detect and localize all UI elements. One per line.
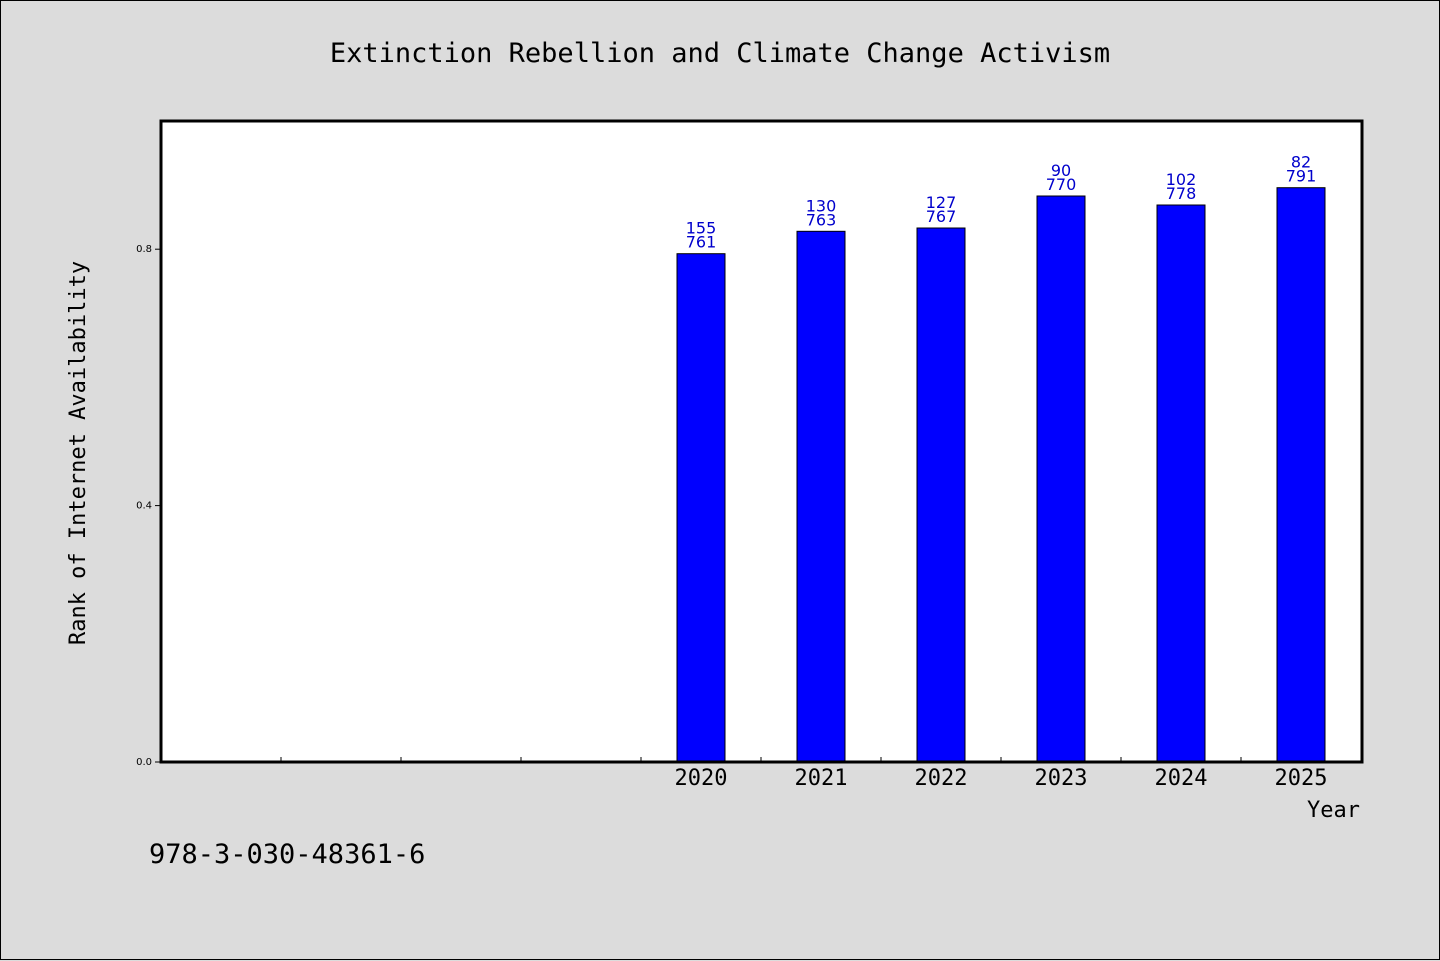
x-axis: 2020 2021 2022 2023 2024 2025 [280, 757, 1328, 791]
bar-2021 [796, 230, 846, 763]
bar-label-bottom-2024: 778 [1166, 184, 1197, 203]
bar-2022 [916, 227, 966, 763]
plot-frame [159, 119, 1364, 764]
y-axis: 0.0 0.4 0.8 [136, 244, 161, 768]
bar-label-top-2025: 82 [1291, 153, 1311, 172]
bar-2020 [676, 253, 726, 763]
x-tick-label-2022: 2022 [915, 766, 968, 791]
x-axis-label: Year [1307, 798, 1360, 823]
y-axis-label: Rank of Internet Availability [66, 261, 91, 645]
bars-layer [676, 187, 1326, 763]
x-tick-label-2021: 2021 [795, 766, 848, 791]
bar-label-top-2024: 102 [1166, 170, 1197, 189]
y-tick-label-0.8: 0.8 [136, 244, 152, 255]
y-tick-label-0.4: 0.4 [136, 501, 152, 512]
chart-title: Extinction Rebellion and Climate Change … [330, 38, 1110, 69]
x-tick-label-2025: 2025 [1275, 766, 1328, 791]
y-tick-label-0.0: 0.0 [136, 757, 152, 768]
bar-label-bottom-2025: 791 [1286, 167, 1317, 186]
bar-2024 [1156, 204, 1206, 763]
bar-label-top-2020: 155 [686, 219, 717, 238]
bar-label-bottom-2021: 763 [806, 210, 837, 229]
bar-label-bottom-2023: 770 [1046, 175, 1077, 194]
x-tick-label-2020: 2020 [675, 766, 728, 791]
bar-label-bottom-2022: 767 [926, 207, 957, 226]
bar-label-top-2023: 90 [1051, 161, 1071, 180]
bar-label-bottom-2020: 761 [686, 233, 717, 252]
bar-label-top-2021: 130 [806, 196, 837, 215]
bar-label-top-2022: 127 [926, 193, 957, 212]
bar-2023 [1036, 195, 1086, 763]
bar-2025 [1276, 187, 1326, 763]
x-tick-label-2023: 2023 [1035, 766, 1088, 791]
x-tick-label-2024: 2024 [1155, 766, 1208, 791]
isbn-footer: 978-3-030-48361-6 [149, 839, 425, 870]
